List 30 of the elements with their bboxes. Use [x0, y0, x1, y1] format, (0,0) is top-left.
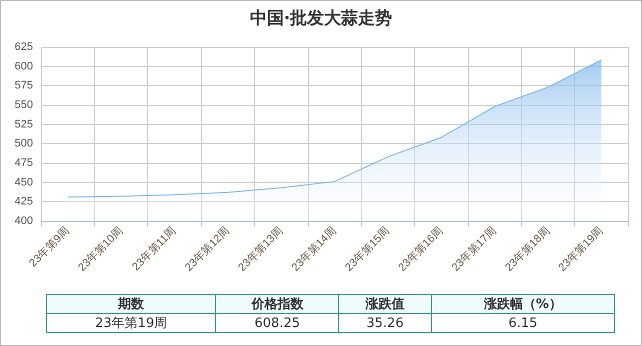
x-tick-label: 23年第13周	[236, 224, 286, 274]
x-tick-label: 23年第18周	[503, 224, 552, 274]
y-tick-label: 400	[14, 215, 33, 227]
x-tick-label: 23年第16周	[396, 224, 446, 274]
y-tick-label: 500	[14, 138, 33, 150]
x-tick-label: 23年第9周	[27, 224, 72, 270]
y-tick-label: 475	[14, 157, 33, 169]
text: 涨跌幅（%）	[431, 294, 614, 314]
y-tick-label: 450	[14, 176, 33, 188]
text: 23年第19周	[46, 314, 216, 332]
x-tick-label: 23年第17周	[450, 224, 499, 274]
y-tick-label: 425	[14, 196, 33, 208]
text: 608.25	[216, 314, 339, 332]
text: 涨跌值	[338, 294, 432, 314]
x-tick-label: 23年第19周	[556, 224, 606, 274]
text: 价格指数	[216, 294, 339, 314]
y-tick-label: 625	[14, 41, 33, 53]
y-tick-label: 525	[14, 118, 33, 130]
text: 期数	[46, 294, 216, 314]
chart-title: 中国·批发大蒜走势	[250, 8, 392, 28]
y-tick-label: 600	[14, 60, 33, 72]
x-tick-label: 23年第11周	[130, 224, 179, 274]
text: 6.15	[431, 314, 614, 332]
text: 35.26	[338, 314, 432, 332]
x-tick-label: 23年第14周	[290, 224, 339, 274]
x-tick-label: 23年第15周	[343, 224, 392, 274]
y-tick-label: 550	[14, 99, 33, 111]
x-tick-label: 23年第12周	[182, 224, 232, 274]
y-tick-label: 575	[14, 80, 33, 92]
x-tick-label: 23年第10周	[76, 224, 126, 274]
